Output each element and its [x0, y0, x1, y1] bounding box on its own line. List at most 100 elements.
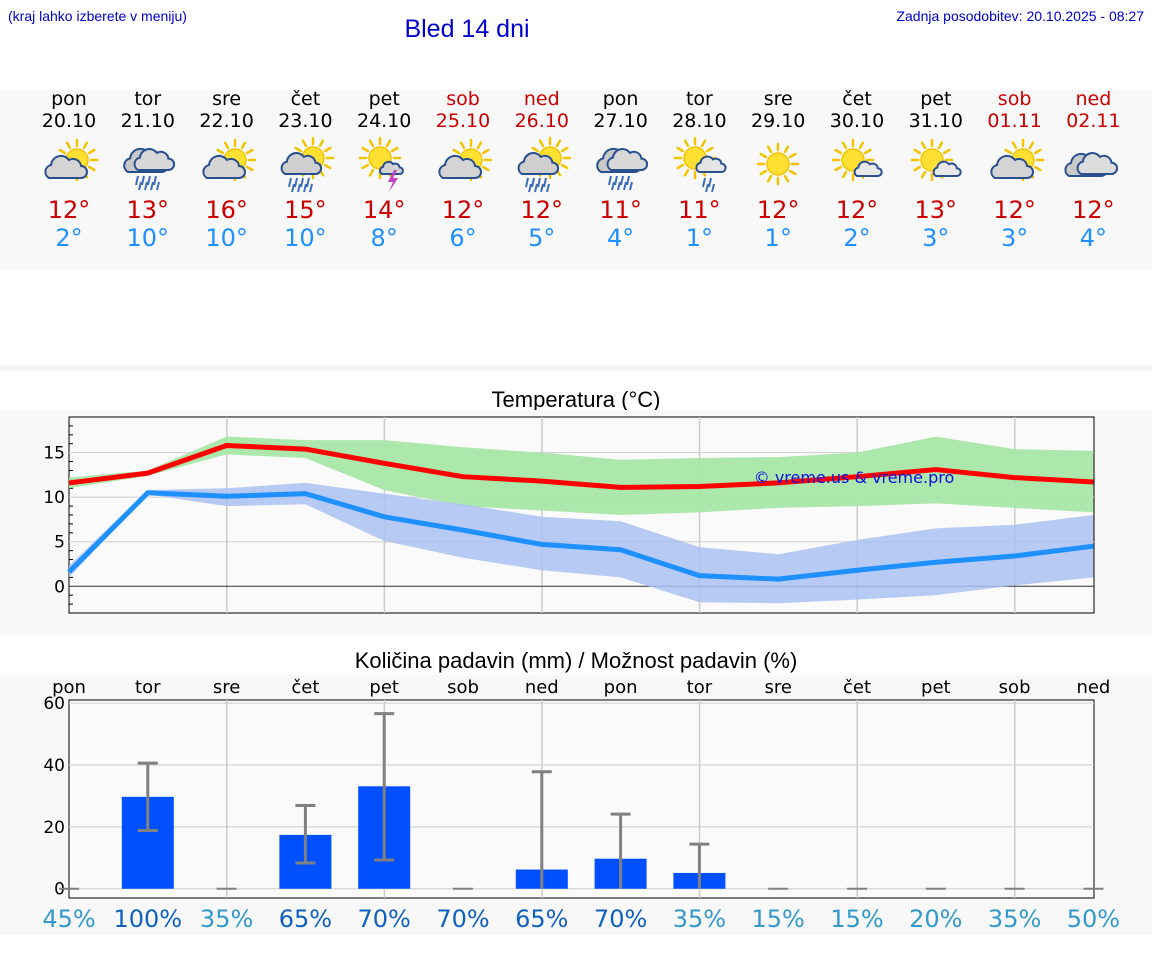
forecast-day: ned 26.10 12° 5° [503, 88, 581, 252]
x-category-label: ned [525, 677, 559, 698]
day-date-label: 30.10 [829, 110, 885, 132]
day-name-label: čet [842, 88, 872, 110]
y-tick-label: 60 [43, 694, 65, 714]
day-date-label: 29.10 [750, 110, 806, 132]
temp-max-label: 13° [126, 196, 170, 224]
day-date-label: 28.10 [672, 110, 727, 132]
max-temperature-band [69, 436, 1094, 515]
day-date-label: 01.11 [987, 110, 1042, 132]
forecast-day: tor 21.10 13° 10° [109, 88, 187, 252]
temp-max-label: 12° [993, 196, 1036, 224]
x-category-label: tor [135, 677, 161, 698]
sun-rain-icon [275, 136, 335, 196]
partly-cloudy-icon [985, 136, 1045, 196]
day-date-label: 25.10 [435, 110, 491, 132]
forecast-day: čet 30.10 12° 2° [818, 88, 896, 252]
y-tick-label: 40 [43, 756, 65, 776]
precipitation-chart: 0204060pontorsrečetpetsobnedpontorsrečet… [42, 677, 1120, 933]
day-name-label: sob [446, 88, 480, 110]
temp-min-label: 1° [764, 224, 792, 252]
temp-max-label: 11° [678, 196, 721, 224]
day-name-label: sre [212, 88, 242, 110]
page-title: Bled 14 dni [404, 15, 530, 43]
day-name-label: ned [1075, 88, 1112, 110]
forecast-day: pon 20.10 12° 2° [30, 88, 108, 252]
x-category-label: pet [369, 677, 399, 698]
day-name-label: čet [290, 88, 321, 110]
partly-cloudy-icon [197, 136, 257, 196]
sun-small-cloud-icon [827, 136, 887, 196]
probability-label: 70% [358, 905, 411, 933]
temp-max-label: 13° [914, 196, 958, 224]
sun-small-cloud-icon [906, 136, 966, 196]
probability-label: 65% [515, 905, 568, 933]
day-date-label: 02.11 [1066, 110, 1121, 132]
temp-max-label: 12° [520, 196, 564, 224]
day-name-label: pet [368, 88, 400, 110]
temp-min-label: 2° [55, 224, 83, 252]
temp-min-label: 10° [205, 224, 248, 252]
probability-label: 70% [594, 905, 647, 933]
watermark: © vreme.us & vreme.pro [754, 468, 955, 487]
probability-label: 35% [673, 905, 726, 933]
y-tick-label: 0 [54, 577, 65, 597]
temp-min-label: 1° [685, 224, 714, 252]
day-date-label: 20.10 [41, 110, 97, 132]
sun-rain-icon [512, 136, 572, 196]
probability-label: 100% [113, 905, 182, 933]
temp-min-label: 5° [528, 224, 556, 252]
day-date-label: 27.10 [593, 110, 648, 132]
precipitation-chart-title: Količina padavin (mm) / Možnost padavin … [354, 648, 798, 673]
day-name-label: ned [523, 88, 560, 110]
day-date-label: 21.10 [120, 110, 175, 132]
temp-min-label: 6° [449, 224, 477, 252]
x-category-label: ned [1076, 677, 1110, 698]
temp-max-label: 12° [1072, 196, 1115, 224]
probability-label: 45% [42, 905, 95, 933]
forecast-day: sre 29.10 12° 1° [739, 88, 817, 252]
forecast-strip-background [0, 90, 1152, 270]
y-tick-label: 20 [43, 818, 65, 838]
forecast-day: pet 31.10 13° 3° [897, 88, 975, 252]
temperature-chart-title: Temperatura (°C) [491, 387, 661, 412]
day-date-label: 22.10 [199, 110, 254, 132]
forecast-day: sob 25.10 12° 6° [424, 88, 502, 252]
probability-label: 35% [988, 905, 1041, 933]
x-category-label: čet [291, 677, 319, 698]
temp-max-label: 12° [756, 196, 800, 224]
day-name-label: tor [134, 88, 162, 110]
sun-icon [748, 136, 808, 196]
rain-cloud-icon [118, 136, 178, 196]
min-temperature-line [67, 490, 1094, 582]
temp-min-label: 4° [1079, 224, 1108, 252]
day-date-label: 23.10 [278, 110, 333, 132]
probability-label: 70% [436, 905, 489, 933]
last-updated: Zadnja posodobitev: 20.10.2025 - 08:27 [896, 8, 1144, 24]
y-tick-label: 15 [43, 444, 65, 464]
location-hint: (kraj lahko izberete v meniju) [8, 8, 187, 24]
probability-label: 65% [279, 905, 332, 933]
temp-max-label: 11° [599, 196, 642, 224]
forecast-day: pon 27.10 11° 4° [582, 88, 660, 252]
temp-min-label: 2° [843, 224, 871, 252]
max-temperature-line [68, 443, 1094, 490]
day-date-label: 31.10 [908, 110, 963, 132]
forecast-day: ned 02.11 12° 4° [1054, 88, 1132, 252]
x-category-label: tor [687, 677, 713, 698]
plot-area [68, 699, 1095, 899]
temperature-chart: 0 5 10 15 © vreme.us & vreme.pro [43, 416, 1095, 614]
temp-min-label: 10° [126, 224, 170, 252]
day-name-label: sob [997, 88, 1032, 110]
temp-max-label: 12° [835, 196, 879, 224]
temp-min-label: 4° [606, 224, 635, 252]
cloudy-icon [1063, 136, 1123, 196]
temp-min-label: 3° [922, 224, 950, 252]
day-date-label: 26.10 [514, 110, 569, 132]
day-name-label: pon [602, 88, 639, 110]
temp-max-label: 12° [47, 196, 91, 224]
day-name-label: sre [763, 88, 793, 110]
probability-label: 35% [200, 905, 253, 933]
probability-label: 15% [752, 905, 805, 933]
temp-max-label: 15° [284, 196, 327, 224]
temp-max-label: 16° [205, 196, 248, 224]
